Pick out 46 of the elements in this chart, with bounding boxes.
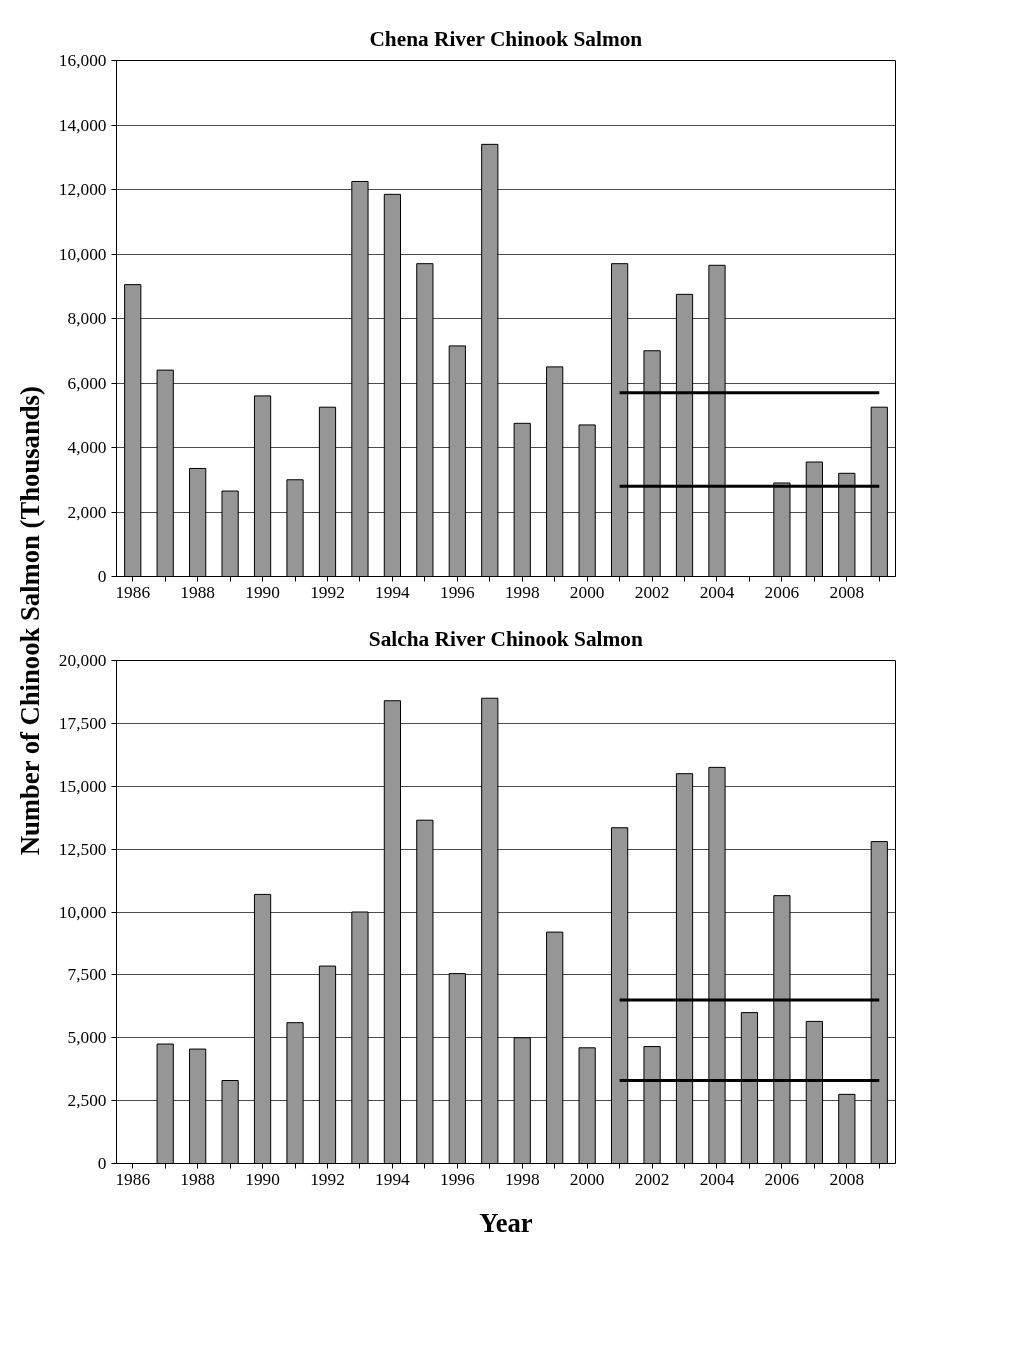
x-tick-label: 1988 xyxy=(180,582,215,602)
x-tick-label: 2006 xyxy=(764,1169,800,1189)
x-tick-label: 2000 xyxy=(569,1169,605,1189)
x-tick-label: 2006 xyxy=(764,582,800,602)
x-tick-label: 2004 xyxy=(699,582,735,602)
x-tick-label: 1992 xyxy=(310,582,345,602)
y-tick-label: 2,000 xyxy=(67,502,107,522)
x-tick-label: 2008 xyxy=(829,1169,865,1189)
x-tick-label: 1988 xyxy=(180,1169,215,1189)
y-tick-label: 0 xyxy=(97,1154,107,1173)
x-tick-label: 2008 xyxy=(829,582,865,602)
y-tick-label: 12,000 xyxy=(58,180,107,199)
x-tick-label: 1994 xyxy=(375,582,411,602)
y-tick-label: 7,500 xyxy=(67,965,107,985)
x-tick-label: 1998 xyxy=(504,1169,540,1189)
x-tick-label: 1996 xyxy=(439,582,475,602)
x-tick-label: 2004 xyxy=(699,1169,735,1189)
y-tick-label: 8,000 xyxy=(67,309,107,328)
x-tick-label: 1996 xyxy=(439,1169,475,1189)
x-tick-label: 2000 xyxy=(569,582,605,602)
chart-title: Chena River Chinook Salmon xyxy=(369,26,643,51)
y-tick-label: 5,000 xyxy=(67,1028,107,1048)
x-tick-label: 2002 xyxy=(634,582,670,602)
y-tick-label: 4,000 xyxy=(67,438,107,457)
x-tick-label: 1986 xyxy=(115,582,151,602)
y-tick-label: 17,500 xyxy=(58,713,107,733)
y-tick-label: 12,500 xyxy=(58,839,107,859)
x-tick-label: 2002 xyxy=(634,1169,670,1189)
y-tick-label: 0 xyxy=(97,567,107,586)
y-tick-label: 10,000 xyxy=(58,902,107,922)
x-tick-label: 1990 xyxy=(245,1169,280,1189)
chart-title: Salcha River Chinook Salmon xyxy=(368,626,643,651)
x-tick-label: 1998 xyxy=(504,582,540,602)
y-tick-label: 2,500 xyxy=(67,1091,107,1111)
y-axis-title: Number of Chinook Salmon (Thousands) xyxy=(15,386,46,856)
x-tick-label: 1992 xyxy=(310,1169,345,1189)
x-axis-title: Year xyxy=(479,1207,533,1238)
y-tick-label: 6,000 xyxy=(67,373,107,393)
y-tick-label: 10,000 xyxy=(58,244,107,264)
x-tick-label: 1994 xyxy=(375,1169,411,1189)
y-tick-label: 20,000 xyxy=(58,651,107,670)
x-tick-label: 1986 xyxy=(115,1169,151,1189)
x-tick-label: 1990 xyxy=(245,582,280,602)
y-tick-label: 16,000 xyxy=(58,51,107,70)
y-tick-label: 15,000 xyxy=(58,776,107,796)
y-tick-label: 14,000 xyxy=(58,115,107,135)
